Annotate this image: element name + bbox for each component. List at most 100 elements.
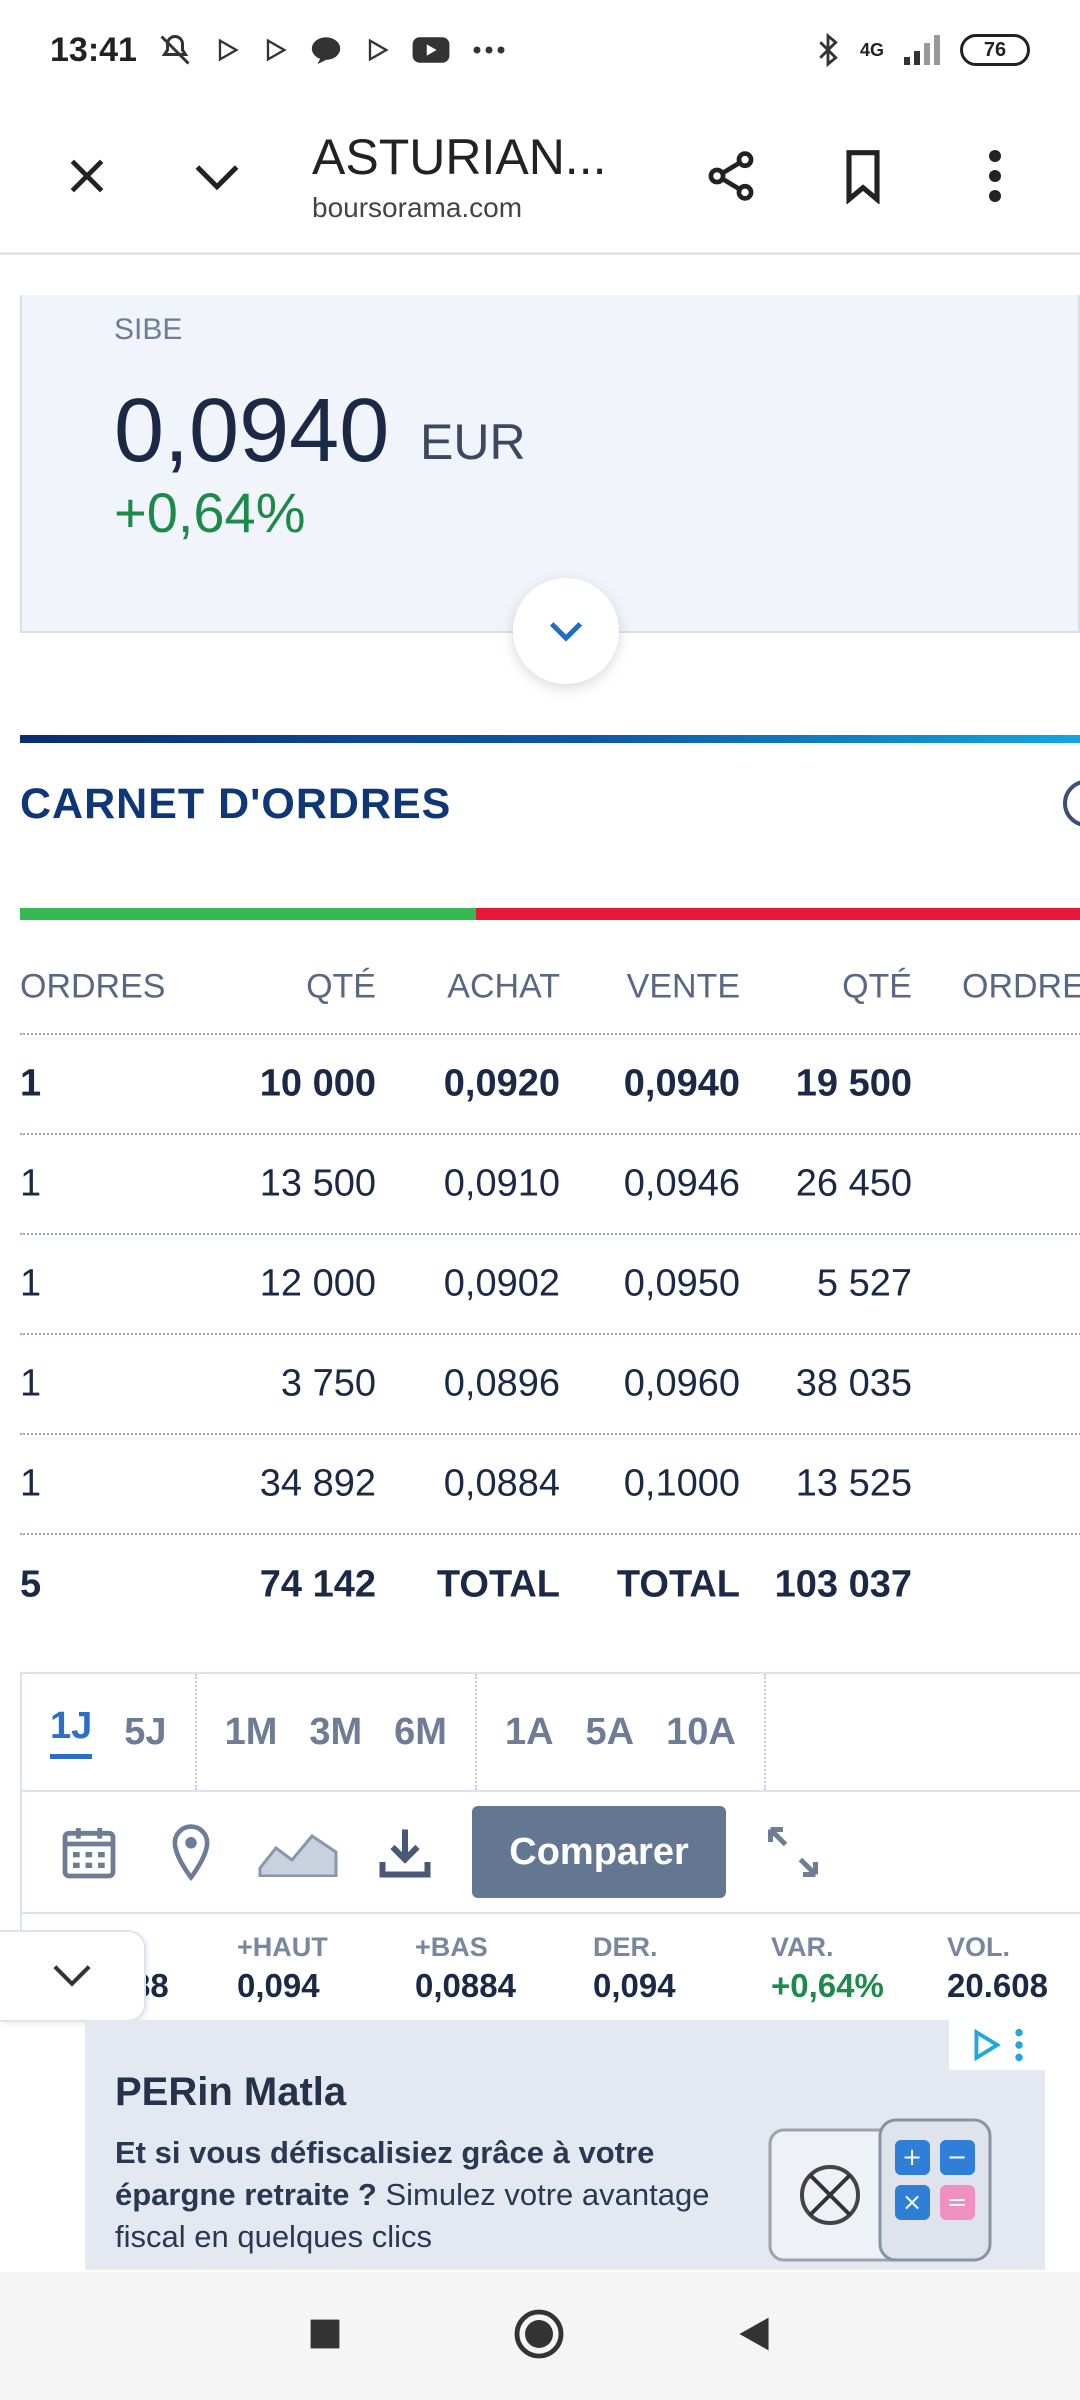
close-button[interactable]	[42, 131, 132, 221]
cell-qty-buy: 10 000	[259, 1062, 376, 1105]
period-10a[interactable]: 10A	[666, 1710, 736, 1753]
adchoices-icon	[974, 2029, 1001, 2061]
notification-icons	[157, 32, 507, 68]
header-ask: VENTE	[626, 967, 740, 1005]
share-button[interactable]	[686, 131, 776, 221]
buy-ratio	[20, 908, 476, 920]
location-button[interactable]	[156, 1817, 226, 1887]
advertisement-banner[interactable]: PERin Matla Et si vous défiscalisiez grâ…	[85, 2020, 1045, 2270]
cell-qty-sell: 5 527	[816, 1262, 912, 1305]
map-pin-icon	[172, 1824, 210, 1882]
table-total-row: 5 74 142 TOTAL TOTAL 103 037	[20, 1535, 1080, 1635]
network-type: 4G	[859, 39, 884, 60]
triangle-back-icon	[739, 2317, 769, 2350]
more-icon	[473, 46, 505, 54]
sell-ratio	[475, 908, 1080, 920]
cell-ask: 0,0940	[623, 1062, 740, 1105]
cell-qty-sell: 26 450	[795, 1162, 912, 1205]
stat-value: 20.608	[947, 1967, 1048, 2004]
cell-orders-buy: 1	[20, 1262, 42, 1305]
ad-body: Et si vous défiscalisiez grâce à votre é…	[115, 2132, 735, 2258]
period-1a[interactable]: 1A	[504, 1710, 554, 1753]
period-1j[interactable]: 1J	[50, 1705, 93, 1759]
cell-qty-buy: 34 892	[259, 1462, 376, 1505]
download-button[interactable]	[370, 1817, 440, 1887]
minimize-button[interactable]	[172, 131, 262, 221]
chart-type-button[interactable]	[258, 1817, 338, 1887]
signal-icon	[904, 35, 940, 65]
period-3m[interactable]: 3M	[309, 1710, 363, 1753]
header-bid: ACHAT	[447, 967, 560, 1005]
total-qty-sell: 103 037	[774, 1563, 912, 1606]
currency-label: EUR	[420, 414, 526, 470]
mute-icon	[160, 34, 190, 65]
calendar-button[interactable]	[54, 1817, 124, 1887]
bookmark-button[interactable]	[818, 131, 908, 221]
header-orders-buy: ORDRES	[20, 967, 166, 1005]
kebab-menu-icon	[989, 150, 1001, 202]
stat-label: +HAUT	[237, 1932, 328, 1962]
stat-value: 0,094	[237, 1967, 320, 2004]
chart-toolbar: Comparer	[20, 1792, 1080, 1912]
stat-label: VAR.	[771, 1932, 834, 1962]
stat-label: VOL.	[947, 1932, 1011, 1962]
cell-qty-sell: 19 500	[795, 1062, 912, 1105]
status-time: 13:41	[50, 30, 137, 69]
cell-bid: 0,0884	[443, 1462, 560, 1505]
table-row: 1 12 000 0,0902 0,0950 5 527	[20, 1235, 1080, 1335]
period-5j[interactable]: 5J	[124, 1710, 167, 1753]
fullscreen-button[interactable]	[758, 1817, 828, 1887]
period-6m[interactable]: 6M	[394, 1710, 447, 1753]
stat-low: +BAS 0,0884	[415, 1932, 516, 2005]
menu-button[interactable]	[950, 131, 1040, 221]
cell-orders-buy: 1	[20, 1462, 42, 1505]
section-divider	[20, 735, 1080, 743]
system-nav-bar	[0, 2272, 1080, 2400]
ad-menu-icon	[1015, 2028, 1023, 2062]
stat-last: DER. 0,094	[593, 1932, 676, 2005]
page-title-block[interactable]: ASTURIAN... boursorama.com	[312, 128, 606, 224]
cell-orders-buy: 1	[20, 1362, 42, 1405]
stat-label: +BAS	[415, 1932, 488, 1962]
chevron-down-icon	[549, 622, 583, 642]
table-row: 1 13 500 0,0910 0,0946 26 450	[20, 1135, 1080, 1235]
cell-ask: 0,0950	[623, 1262, 740, 1305]
table-row: 1 10 000 0,0920 0,0940 19 500	[20, 1035, 1080, 1135]
cell-qty-buy: 3 750	[280, 1362, 376, 1405]
stat-high: +HAUT 0,094	[237, 1932, 328, 2005]
recents-button[interactable]	[307, 2316, 343, 2357]
calendar-icon	[62, 1828, 116, 1879]
download-icon	[379, 1829, 431, 1878]
expand-arrows-icon	[768, 1827, 818, 1877]
cell-ask: 0,0946	[623, 1162, 740, 1205]
ad-choices[interactable]	[949, 2020, 1045, 2070]
period-selector: 1J 5J 1M 3M 6M 1A 5A 10A	[20, 1672, 1080, 1792]
play-icon	[266, 38, 287, 62]
cell-bid: 0,0896	[443, 1362, 560, 1405]
compare-button[interactable]: Comparer	[472, 1806, 726, 1898]
close-icon	[70, 159, 104, 193]
refresh-timer-icon[interactable]	[1050, 770, 1080, 830]
collapse-panel-button[interactable]	[0, 1930, 146, 2022]
period-5a[interactable]: 5A	[585, 1710, 635, 1753]
market-label: SIBE	[114, 313, 183, 346]
chevron-down-icon	[53, 1965, 91, 1987]
period-group-days: 1J 5J	[22, 1674, 197, 1790]
buy-sell-ratio-bar	[20, 908, 1080, 920]
battery-indicator: 76	[960, 34, 1030, 66]
play-icon	[368, 38, 389, 62]
cell-ask: 0,1000	[623, 1462, 740, 1505]
period-group-years: 1A 5A 10A	[477, 1674, 766, 1790]
period-1m[interactable]: 1M	[224, 1710, 278, 1753]
ad-headline: PERin Matla	[115, 2070, 347, 2114]
bookmark-icon	[846, 150, 880, 204]
order-book-title: CARNET D'ORDRES	[20, 780, 452, 828]
cell-bid: 0,0920	[443, 1062, 560, 1105]
play-icon	[218, 38, 239, 62]
table-row: 1 34 892 0,0884 0,1000 13 525	[20, 1435, 1080, 1535]
ad-body-rest: Simulez votre avantage fiscal en quelque…	[115, 2177, 710, 2254]
home-button[interactable]	[513, 2308, 565, 2365]
order-book-table: ORDRES QTÉ ACHAT VENTE QTÉ ORDRES 1 10 0…	[20, 940, 1080, 1635]
expand-quote-button[interactable]	[513, 578, 619, 684]
back-button[interactable]	[735, 2314, 773, 2359]
